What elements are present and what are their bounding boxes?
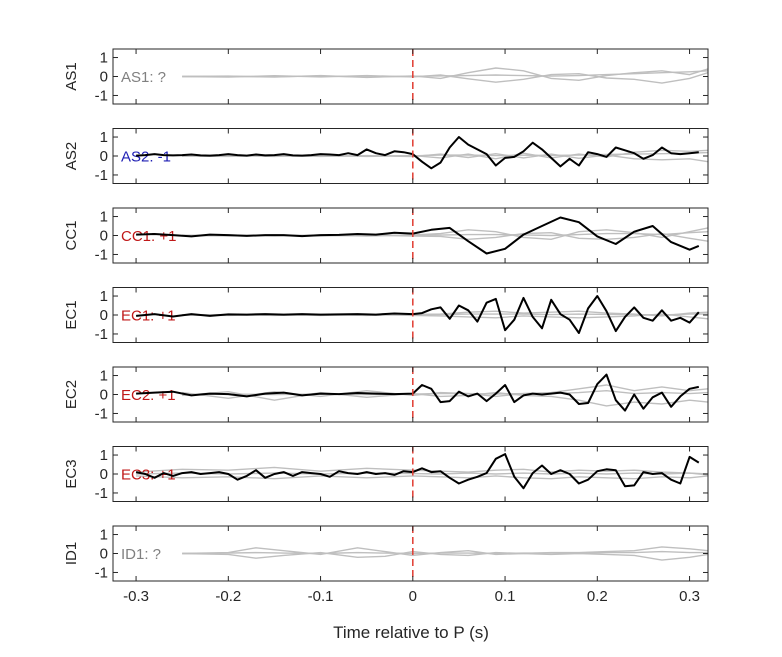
y-axis-label: EC1 — [63, 300, 80, 329]
y-tick-label: 1 — [100, 50, 108, 67]
y-tick-label: 1 — [100, 209, 108, 226]
y-tick-label: -1 — [95, 167, 108, 184]
grey-trace — [136, 475, 708, 480]
black-trace — [135, 453, 700, 490]
station-annotation: AS2: -1 — [121, 149, 171, 166]
x-tick-label: 0.3 — [679, 588, 700, 605]
y-tick-label: -1 — [95, 564, 108, 581]
panel-ec1: EC1: +1 1 0 -1 EC1 — [63, 287, 709, 343]
y-tick-label: -1 — [95, 326, 108, 343]
panel-cc1: CC1: +1 1 0-1 CC1 — [63, 207, 709, 264]
y-axis-label: ID1 — [63, 542, 80, 565]
station-annotation: ID1: ? — [121, 546, 161, 563]
y-tick-label: 0 — [100, 466, 108, 483]
y-tick-label: 0 — [100, 69, 108, 86]
y-tick-label: 1 — [100, 288, 108, 305]
x-tick-label: -0.3 — [123, 588, 149, 605]
black-trace — [136, 295, 700, 334]
x-tick-label: -0.2 — [215, 588, 241, 605]
grey-trace — [182, 70, 708, 78]
station-annotation: AS1: ? — [121, 69, 166, 86]
station-annotation: CC1: +1 — [121, 228, 176, 245]
x-tick-label: -0.1 — [308, 588, 334, 605]
y-tick-label: 1 — [100, 368, 108, 385]
y-tick-label: 0 — [100, 307, 108, 324]
panel-as1: AS1: ? 1 0-1 AS1 — [63, 48, 709, 105]
x-tick-label: 0.2 — [587, 588, 608, 605]
y-axis-label: AS2 — [63, 142, 80, 170]
black-trace — [136, 373, 700, 412]
black-trace — [136, 216, 700, 255]
x-tick-label: 0 — [409, 588, 417, 605]
y-tick-label: 0 — [100, 228, 108, 245]
y-tick-label: 0 — [100, 387, 108, 404]
station-annotation: EC1: +1 — [121, 308, 176, 325]
y-tick-label: -1 — [95, 485, 108, 502]
grey-trace — [182, 550, 708, 561]
black-trace — [136, 136, 699, 170]
grey-trace — [136, 472, 708, 475]
panel-ec2: EC2: +1 1 0-1 EC2 — [63, 366, 709, 423]
station-annotation: EC2: +1 — [121, 387, 176, 404]
panel-as2: AS2: -1 1 0 -1 AS2 — [63, 128, 709, 184]
grey-trace — [182, 546, 708, 557]
x-axis-label: Time relative to P (s) — [333, 623, 489, 642]
y-tick-label: 1 — [100, 129, 108, 146]
y-tick-label: 1 — [100, 527, 108, 544]
y-axis-label: CC1 — [63, 220, 80, 250]
y-tick-label: 1 — [100, 447, 108, 464]
y-axis-label: AS1 — [63, 62, 80, 90]
y-tick-label: -1 — [95, 246, 108, 263]
y-tick-label: 0 — [100, 148, 108, 165]
y-axis-label: EC2 — [63, 380, 80, 409]
grey-trace — [182, 550, 708, 555]
grey-trace — [136, 466, 708, 476]
y-tick-label: -1 — [95, 405, 108, 422]
x-tick-label: 0.1 — [495, 588, 516, 605]
y-tick-label: 0 — [100, 546, 108, 563]
y-axis-label: EC3 — [63, 459, 80, 488]
y-tick-label: -1 — [95, 87, 108, 104]
